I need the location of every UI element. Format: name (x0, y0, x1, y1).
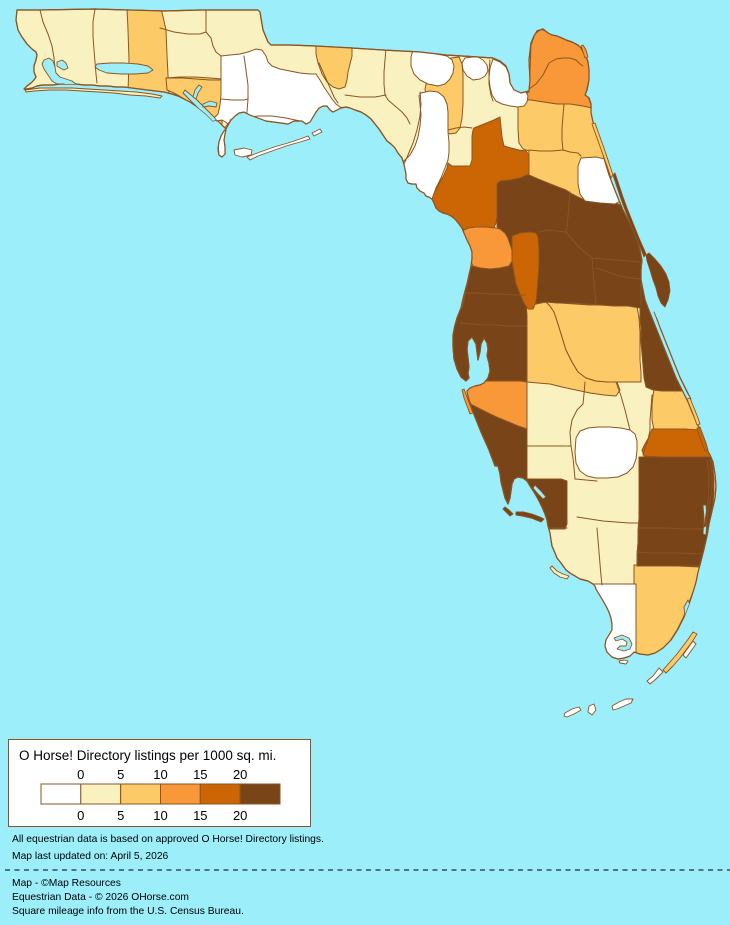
svg-text:20: 20 (233, 808, 247, 823)
svg-text:Map last updated on: April 5,: Map last updated on: April 5, 2026 (12, 851, 169, 862)
svg-text:0: 0 (77, 808, 84, 823)
svg-text:10: 10 (153, 808, 167, 823)
svg-text:0: 0 (77, 767, 84, 782)
svg-text:5: 5 (117, 808, 124, 823)
svg-text:15: 15 (193, 767, 207, 782)
svg-text:10: 10 (153, 767, 167, 782)
svg-text:20: 20 (233, 767, 247, 782)
svg-text:Map - ©Map Resources: Map - ©Map Resources (12, 878, 121, 889)
svg-text:Equestrian Data - © 2026 OHors: Equestrian Data - © 2026 OHorse.com (12, 892, 189, 903)
svg-text:Square mileage info from the U: Square mileage info from the U.S. Census… (12, 906, 244, 917)
svg-text:15: 15 (193, 808, 207, 823)
svg-text:5: 5 (117, 767, 124, 782)
svg-text:O Horse! Directory listings pe: O Horse! Directory listings per 1000 sq.… (19, 748, 276, 763)
svg-text:All equestrian data is based o: All equestrian data is based on approved… (12, 834, 324, 845)
